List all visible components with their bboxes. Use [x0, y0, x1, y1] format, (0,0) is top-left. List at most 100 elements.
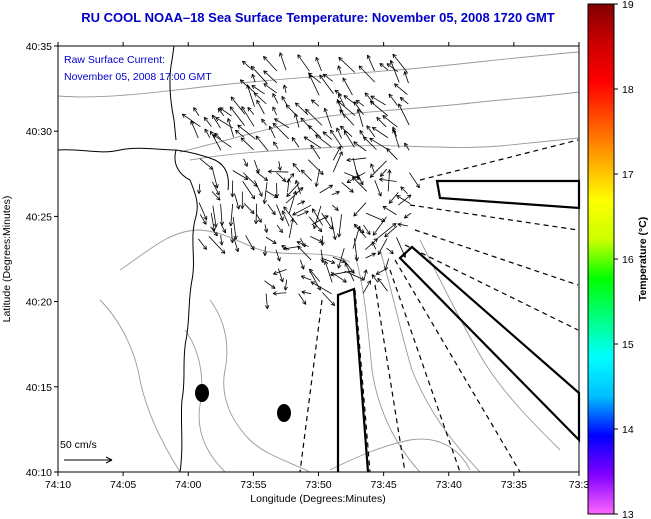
current-vector-arrow	[363, 269, 368, 280]
colorbar-tick-label: 17	[622, 169, 634, 181]
x-axis-ticks: 74:10 74:05 74:00 73:55 73:50 73:45 73:40 73:35…	[45, 42, 590, 491]
current-vector-arrow	[243, 203, 255, 215]
y-tick-label: 40:10	[26, 467, 52, 479]
current-vector-arrow	[343, 95, 356, 105]
current-vector-arrow	[251, 85, 265, 95]
current-vector-arrow	[311, 208, 324, 226]
current-vector-arrow	[311, 215, 329, 226]
current-vector-arrow	[322, 73, 334, 82]
current-vector-arrow	[211, 191, 221, 201]
current-vector-arrow	[190, 120, 199, 139]
exclusion-box-south	[336, 287, 370, 473]
current-vector-arrow	[253, 203, 259, 225]
current-vector-arrow	[246, 84, 255, 107]
current-vector-arrow	[212, 134, 232, 148]
current-vector-arrow	[332, 146, 342, 161]
current-vector-arrow	[342, 77, 353, 96]
current-vector-arrow	[242, 181, 256, 200]
current-vector-arrow	[386, 148, 398, 160]
current-vector-arrow	[371, 274, 379, 283]
current-vector-arrow	[370, 163, 375, 173]
current-vector-arrow	[324, 260, 333, 283]
current-vector-arrow	[226, 118, 234, 138]
current-vector-arrow	[372, 216, 387, 236]
current-vector-arrow	[276, 224, 283, 234]
current-vector-arrow	[374, 180, 382, 197]
current-vector-arrow	[394, 83, 408, 95]
current-vector-arrow	[337, 214, 343, 238]
current-vector-arrow	[339, 125, 353, 137]
current-vector-arrow	[219, 234, 224, 246]
current-vector-arrow	[219, 203, 225, 226]
current-vector-arrow	[301, 290, 312, 295]
y-tick-label: 40:25	[26, 211, 52, 223]
current-vector-arrow	[388, 93, 398, 106]
current-vector-arrow	[232, 216, 238, 240]
current-vector-arrow	[386, 247, 394, 255]
current-vector-arrow	[321, 213, 333, 230]
station-marker-1	[195, 384, 209, 402]
current-vector-arrow	[330, 216, 337, 240]
current-vector-arrow	[283, 206, 298, 226]
current-vector-arrow	[341, 182, 354, 193]
current-vector-arrow	[230, 180, 235, 198]
current-vector-arrow	[230, 96, 246, 115]
current-vector-arrow	[283, 279, 288, 291]
current-vector-arrow	[322, 292, 336, 306]
current-vector-arrow	[288, 190, 297, 214]
current-vector-arrow	[268, 169, 289, 174]
current-vector-arrow	[320, 235, 325, 246]
current-vector-arrow	[392, 126, 398, 137]
current-vector-arrow	[237, 124, 256, 140]
current-vector-arrow	[250, 65, 268, 84]
current-vector-arrow	[404, 142, 410, 151]
current-vector-arrow	[377, 238, 388, 256]
current-vector-arrow	[398, 103, 410, 126]
current-vector-arrow	[273, 141, 279, 149]
current-vector-arrow	[377, 222, 397, 239]
current-vector-arrow	[366, 125, 376, 138]
current-vector-arrow	[254, 180, 263, 197]
current-vector-arrow	[251, 73, 256, 83]
current-vector-arrow	[233, 238, 240, 253]
current-vector-arrow	[221, 224, 227, 234]
current-vector-arrow	[338, 57, 356, 73]
current-vector-arrow	[242, 60, 254, 71]
current-vector-arrow	[243, 158, 248, 167]
current-vector-arrow	[396, 195, 411, 205]
current-vector-arrow	[307, 159, 324, 176]
current-vector-arrow	[261, 118, 267, 126]
current-vector-arrow	[272, 122, 289, 140]
current-vector-arrow	[277, 268, 284, 283]
colorbar: 19 18 17 16 15 14 13 Temperature (°C)	[587, 0, 649, 519]
current-vector-arrow	[375, 268, 387, 275]
current-vector-arrow	[379, 168, 388, 177]
current-vector-arrow	[264, 293, 270, 310]
current-vector-arrow	[397, 222, 408, 227]
current-vector-arrow	[241, 106, 255, 127]
colorbar-tick-label: 13	[622, 509, 634, 519]
current-vector-arrow	[346, 157, 367, 163]
current-vector-arrow	[379, 63, 389, 71]
x-tick-label: 73:45	[370, 479, 396, 491]
current-vector-arrow	[276, 204, 284, 221]
current-vector-arrow	[303, 136, 322, 149]
current-vector-arrow	[263, 56, 278, 72]
current-vector-arrow	[352, 225, 361, 249]
current-vector-arrow	[275, 249, 281, 262]
current-vector-arrow	[331, 190, 340, 196]
colorbar-tick-label: 19	[622, 0, 634, 11]
current-vector-arrow	[247, 106, 255, 115]
x-tick-label: 73:3	[569, 479, 590, 491]
current-vector-arrow	[403, 71, 409, 84]
current-vector-arrow	[211, 114, 221, 129]
colorbar-tick-label: 15	[622, 339, 634, 351]
current-vector-arrow	[282, 84, 288, 93]
current-vector-arrow	[337, 100, 356, 116]
surface-current-vectors	[181, 52, 420, 310]
x-axis-label: Longitude (Degrees:Minutes)	[250, 493, 385, 505]
current-vector-arrow	[382, 115, 398, 128]
current-vector-arrow	[379, 177, 397, 182]
current-vector-arrow	[208, 236, 226, 254]
x-tick-label: 73:50	[305, 479, 331, 491]
